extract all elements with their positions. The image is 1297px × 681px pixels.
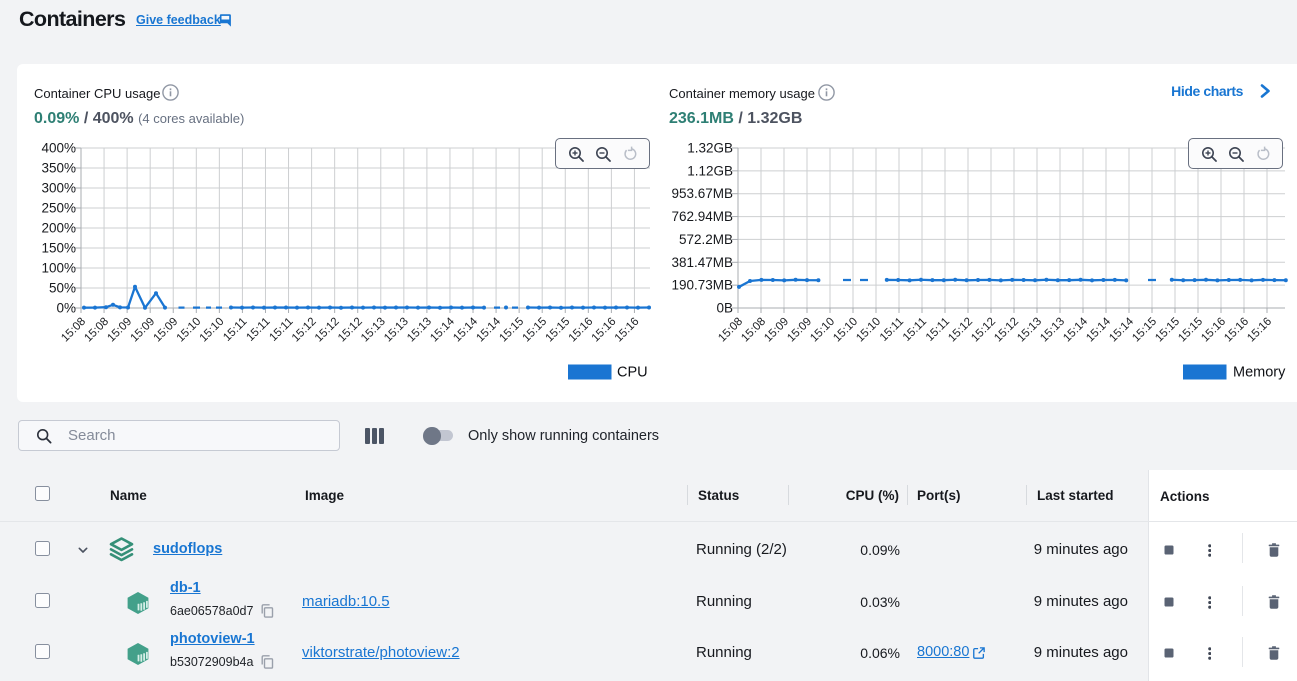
svg-text:1.32GB: 1.32GB [687,141,733,156]
svg-text:350%: 350% [41,161,76,176]
svg-text:15:12: 15:12 [992,316,1021,345]
svg-text:15:16: 15:16 [613,316,642,345]
svg-text:15:12: 15:12 [946,316,975,345]
svg-text:381.47MB: 381.47MB [671,255,733,270]
svg-text:15:11: 15:11 [267,316,295,344]
svg-text:150%: 150% [41,241,76,256]
svg-text:300%: 300% [41,181,76,196]
svg-text:15:13: 15:13 [405,316,434,345]
svg-text:15:15: 15:15 [1130,316,1159,345]
svg-text:762.94MB: 762.94MB [671,209,733,224]
svg-text:572.2MB: 572.2MB [679,232,733,247]
svg-text:15:11: 15:11 [878,316,906,344]
svg-text:190.73MB: 190.73MB [671,278,733,293]
svg-text:15:10: 15:10 [854,316,883,345]
svg-text:15:14: 15:14 [451,315,480,344]
svg-text:15:15: 15:15 [520,316,549,345]
svg-text:15:08: 15:08 [59,316,88,345]
svg-text:15:15: 15:15 [544,316,573,345]
svg-text:15:14: 15:14 [1107,315,1136,344]
svg-text:15:11: 15:11 [244,316,272,344]
svg-text:15:12: 15:12 [290,316,319,345]
svg-text:15:16: 15:16 [1199,316,1228,345]
svg-text:15:10: 15:10 [808,316,837,345]
svg-text:15:09: 15:09 [762,316,791,345]
svg-text:15:08: 15:08 [82,316,111,345]
svg-text:15:10: 15:10 [175,316,204,345]
svg-text:15:13: 15:13 [359,316,388,345]
svg-text:15:13: 15:13 [382,316,411,345]
svg-text:15:11: 15:11 [221,316,249,344]
svg-text:100%: 100% [41,261,76,276]
svg-text:15:13: 15:13 [1015,316,1044,345]
svg-text:15:14: 15:14 [1061,315,1090,344]
svg-text:15:08: 15:08 [716,316,745,345]
svg-text:400%: 400% [41,141,76,156]
svg-text:15:08: 15:08 [739,316,768,345]
svg-text:15:16: 15:16 [567,316,596,345]
svg-text:CPU: CPU [617,365,648,381]
svg-text:15:10: 15:10 [831,316,860,345]
svg-text:Memory: Memory [1233,365,1286,381]
svg-text:15:09: 15:09 [105,316,134,345]
svg-text:15:14: 15:14 [428,315,457,344]
svg-text:1.12GB: 1.12GB [687,163,733,178]
svg-text:0B: 0B [716,301,733,316]
svg-text:15:15: 15:15 [1176,316,1205,345]
svg-text:15:11: 15:11 [901,316,929,344]
svg-text:15:09: 15:09 [128,316,157,345]
svg-text:15:09: 15:09 [152,316,181,345]
svg-text:15:10: 15:10 [198,316,227,345]
svg-text:200%: 200% [41,221,76,236]
svg-text:15:09: 15:09 [785,316,814,345]
svg-text:15:12: 15:12 [313,316,342,345]
svg-text:15:16: 15:16 [1245,316,1274,345]
svg-text:15:13: 15:13 [1038,316,1067,345]
svg-text:15:14: 15:14 [474,315,503,344]
svg-text:15:16: 15:16 [1222,316,1251,345]
svg-text:953.67MB: 953.67MB [671,186,733,201]
svg-text:15:12: 15:12 [969,316,998,345]
svg-text:15:11: 15:11 [924,316,952,344]
svg-text:0%: 0% [56,301,76,316]
svg-text:15:15: 15:15 [1153,316,1182,345]
svg-text:15:15: 15:15 [497,316,526,345]
svg-text:15:16: 15:16 [590,316,619,345]
svg-text:50%: 50% [49,281,76,296]
svg-text:15:12: 15:12 [336,316,365,345]
svg-text:15:14: 15:14 [1084,315,1113,344]
svg-text:250%: 250% [41,201,76,216]
